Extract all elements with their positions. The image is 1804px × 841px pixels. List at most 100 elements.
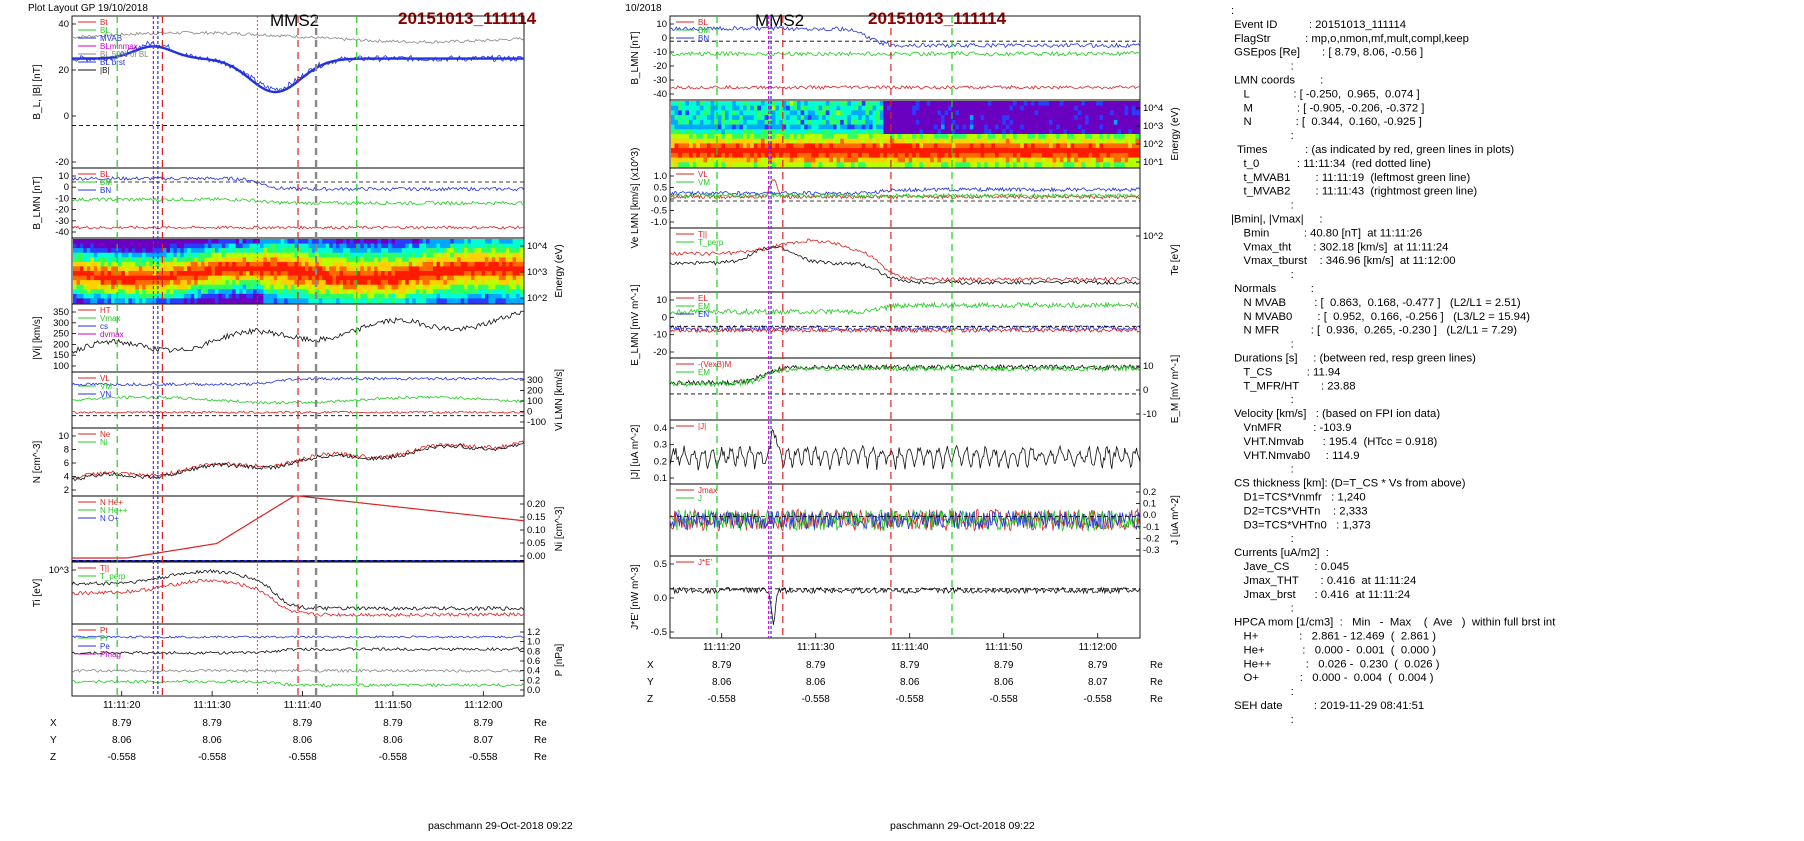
spectrogram-cell bbox=[349, 266, 354, 272]
spectrogram-cell bbox=[159, 257, 164, 263]
spectrogram-cell bbox=[138, 284, 143, 290]
spectrogram-cell bbox=[746, 105, 751, 111]
spectrogram-cell bbox=[768, 129, 773, 135]
spectrogram-cell bbox=[204, 261, 209, 267]
spectrogram-cell bbox=[100, 252, 105, 258]
spectrogram-cell bbox=[833, 105, 837, 111]
spectrogram-cell bbox=[793, 143, 798, 149]
spectrogram-cell bbox=[1074, 138, 1079, 144]
spectrogram-cell bbox=[746, 152, 751, 158]
spectrogram-cell bbox=[984, 124, 989, 130]
spectrogram-cell bbox=[930, 124, 935, 130]
position-value: -0.558 bbox=[108, 752, 137, 763]
spectrogram-cell bbox=[315, 298, 320, 304]
spectrogram-cell bbox=[464, 239, 469, 244]
panel-1-legend-item: BM bbox=[698, 26, 710, 35]
plot-title: MMS2 bbox=[270, 11, 319, 30]
spectrogram-cell bbox=[121, 257, 126, 263]
spectrogram-cell bbox=[1063, 124, 1068, 130]
panel-7-tick-label: 0.15 bbox=[527, 512, 546, 523]
spectrogram-cell bbox=[797, 119, 801, 125]
spectrogram-cell bbox=[502, 243, 507, 249]
spectrogram-cell bbox=[259, 257, 264, 263]
spectrogram-cell bbox=[948, 134, 953, 140]
panel-7-trace-1 bbox=[669, 428, 1141, 471]
spectrogram-cell bbox=[1088, 157, 1093, 163]
spectrogram-cell bbox=[847, 157, 852, 163]
spectrogram-cell bbox=[771, 101, 776, 107]
spectrogram-cell bbox=[367, 289, 372, 295]
spectrogram-cell bbox=[725, 105, 729, 111]
position-row-label: Z bbox=[50, 752, 56, 763]
spectrogram-cell bbox=[861, 110, 866, 116]
spectrogram-cell bbox=[242, 293, 247, 299]
spectrogram-cell bbox=[1038, 138, 1043, 144]
spectrogram-cell bbox=[433, 293, 437, 299]
spectrogram-cell bbox=[336, 261, 340, 267]
panel-1-ylabel: B_L, |B| [nT] bbox=[32, 64, 43, 119]
spectrogram-cell bbox=[717, 138, 722, 144]
spectrogram-cell bbox=[955, 157, 960, 163]
spectrogram-cell bbox=[104, 252, 109, 258]
spectrogram-cell bbox=[502, 239, 507, 244]
spectrogram-cell bbox=[811, 110, 816, 116]
spectrogram-cell bbox=[771, 105, 776, 111]
spectrogram-cell bbox=[426, 271, 430, 276]
spectrogram-cell bbox=[277, 293, 282, 299]
spectrogram-cell bbox=[984, 129, 989, 135]
spectrogram-cell bbox=[1088, 138, 1093, 144]
spectrogram-cell bbox=[987, 105, 992, 111]
spectrogram-cell bbox=[1059, 115, 1064, 121]
spectrogram-cell bbox=[764, 115, 769, 121]
spectrogram-cell bbox=[689, 101, 693, 107]
spectrogram-cell bbox=[861, 162, 866, 168]
spectrogram-cell bbox=[353, 248, 358, 254]
spectrogram-cell bbox=[100, 275, 105, 281]
spectrogram-cell bbox=[786, 148, 791, 154]
spectrogram-cell bbox=[883, 148, 888, 154]
spectrogram-cell bbox=[135, 239, 140, 244]
spectrogram-cell bbox=[1117, 143, 1122, 149]
spectrogram-cell bbox=[280, 298, 285, 304]
spectrogram-cell bbox=[782, 134, 787, 140]
panel-4-ylabel: |Vi| [km/s] bbox=[32, 316, 43, 360]
spectrogram-cell bbox=[512, 298, 517, 304]
spectrogram-cell bbox=[804, 119, 809, 125]
spectrogram-cell bbox=[674, 110, 679, 116]
spectrogram-cell bbox=[1088, 148, 1093, 154]
spectrogram-cell bbox=[822, 138, 827, 144]
spectrogram-cell bbox=[246, 257, 250, 263]
spectrogram-cell bbox=[422, 248, 427, 254]
spectrogram-cell bbox=[789, 138, 794, 144]
spectrogram-cell bbox=[879, 157, 884, 163]
panel-7-legend-item: N He+ bbox=[100, 498, 123, 507]
spectrogram-cell bbox=[363, 261, 368, 267]
summary-line: Velocity [km/s] : (based on FPI ion data… bbox=[1231, 408, 1440, 420]
spectrogram-cell bbox=[678, 105, 683, 111]
spectrogram-cell bbox=[246, 243, 250, 249]
spectrogram-cell bbox=[512, 275, 517, 281]
panel-3-trace-3 bbox=[669, 192, 1141, 199]
spectrogram-cell bbox=[879, 119, 884, 125]
spectrogram-cell bbox=[692, 162, 697, 168]
spectrogram-cell bbox=[131, 284, 136, 290]
spectrogram-cell bbox=[79, 289, 84, 295]
position-row-label: Z bbox=[647, 694, 653, 705]
spectrogram-cell bbox=[180, 243, 185, 249]
spectrogram-cell bbox=[343, 275, 347, 281]
spectrogram-cell bbox=[512, 280, 517, 286]
spectrogram-cell bbox=[941, 148, 945, 154]
spectrogram-cell bbox=[322, 261, 327, 267]
spectrogram-cell bbox=[201, 243, 205, 249]
spectrogram-cell bbox=[218, 271, 223, 276]
summary-line: : bbox=[1231, 464, 1294, 476]
spectrogram-cell bbox=[1020, 110, 1025, 116]
spectrogram-cell bbox=[1063, 138, 1068, 144]
spectrogram-cell bbox=[336, 243, 340, 249]
spectrogram-cell bbox=[980, 157, 985, 163]
spectrogram-cell bbox=[259, 266, 264, 272]
spectrogram-cell bbox=[714, 134, 719, 140]
spectrogram-cell bbox=[879, 129, 884, 135]
spectrogram-cell bbox=[847, 148, 852, 154]
spectrogram-cell bbox=[339, 293, 344, 299]
